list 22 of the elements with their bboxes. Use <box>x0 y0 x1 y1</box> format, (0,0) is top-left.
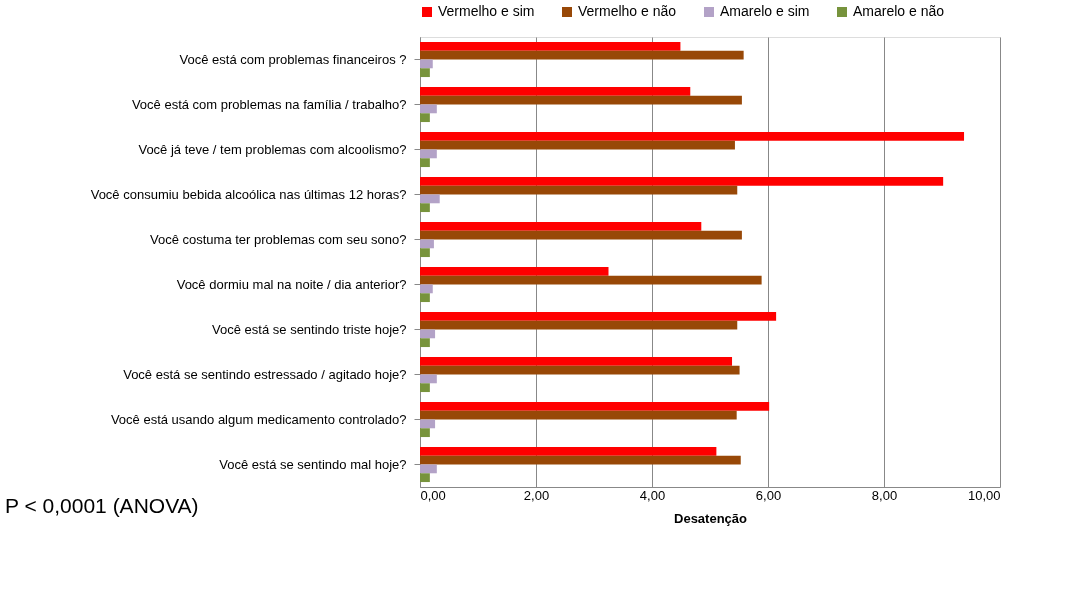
y-tick-label: Você costuma ter problemas com seu sono? <box>149 231 407 247</box>
legend-label: Amarelo e sim <box>720 3 810 19</box>
x-tick-label: 4,00 <box>639 487 666 503</box>
y-tick-label: Você está se sentindo estressado / agitado hoje? <box>123 366 407 382</box>
x-tick-label: 0,00 <box>420 487 446 503</box>
y-tick-label: Você já teve / tem problemas com alcoolismo? <box>138 141 407 157</box>
y-tick-label: Você está se sentindo mal hoje? <box>219 456 407 472</box>
x-tick-label: 2,00 <box>523 487 550 503</box>
y-tick-label: Você está usando algum medicamento controlado? <box>110 411 407 427</box>
x-tick-label: 6,00 <box>755 487 782 503</box>
legend-label: Amarelo e não <box>853 3 945 19</box>
y-tick-label: Você está se sentindo triste hoje? <box>212 321 407 337</box>
x-tick-label: 8,00 <box>871 487 898 503</box>
x-axis-title: Desatenção <box>674 510 748 526</box>
y-tick-label: Você consumiu bebida alcoólica nas últimas 12 horas? <box>90 186 407 202</box>
y-tick-label: Você está com problemas financeiros ? <box>179 51 407 67</box>
legend-label: Vermelho e sim <box>438 3 535 19</box>
y-tick-label: Você dormiu mal na noite / dia anterior? <box>176 276 407 292</box>
x-tick-label: 10,00 <box>967 487 1001 503</box>
text: P < 0,0001 (ANOVA) <box>5 494 199 517</box>
legend-label: Vermelho e não <box>578 3 677 19</box>
y-tick-label: Você está com problemas na família / trabalho? <box>131 96 407 112</box>
